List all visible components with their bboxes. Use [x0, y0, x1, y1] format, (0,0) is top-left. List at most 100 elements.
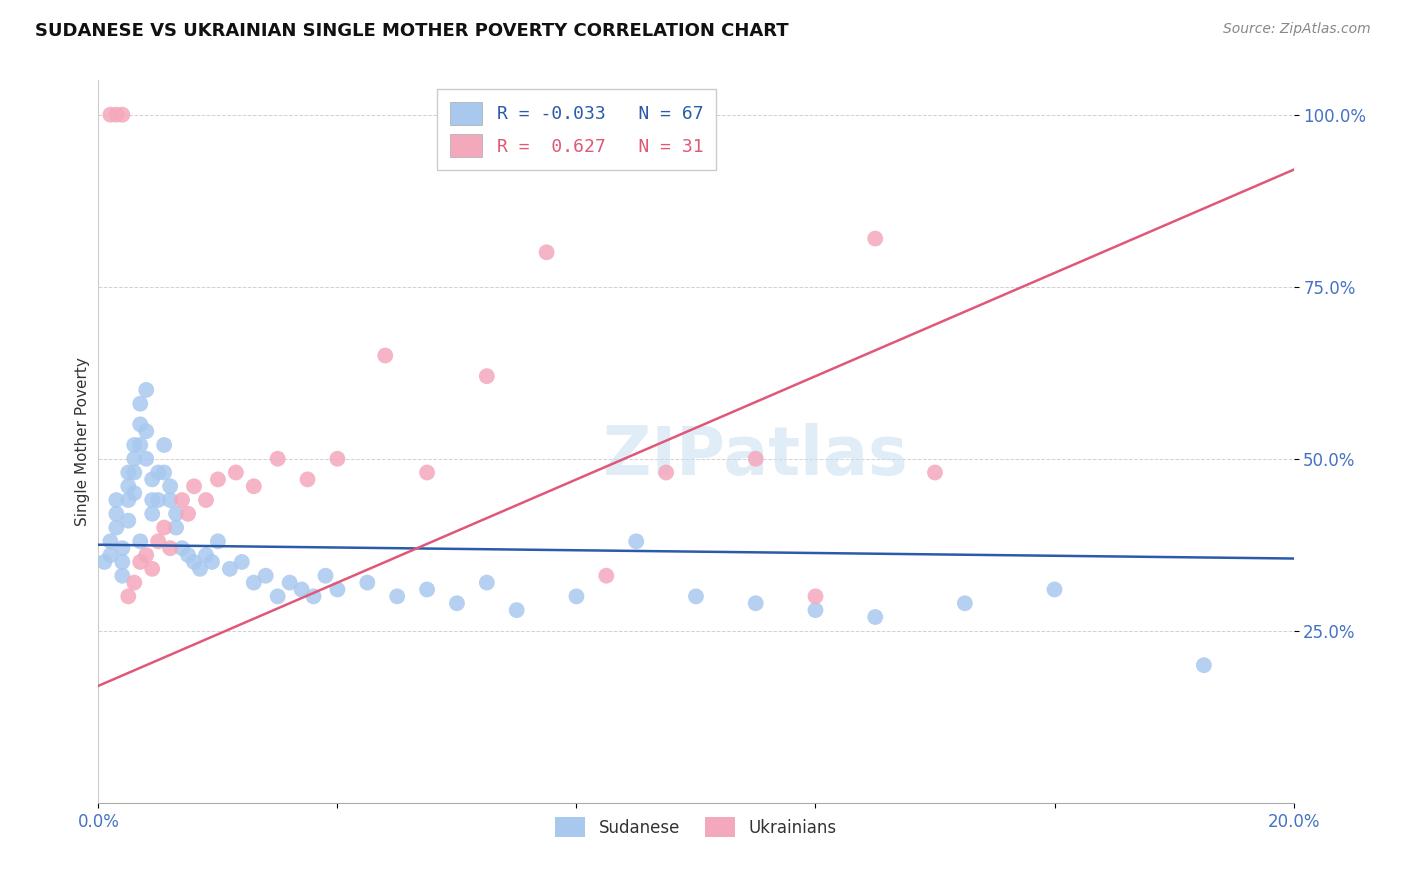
Text: ZIPatlas: ZIPatlas: [603, 423, 908, 489]
Point: [117, 479, 139, 493]
Point: [141, 493, 163, 508]
Point: [111, 568, 134, 582]
Point: [172, 493, 194, 508]
Point: [135, 383, 157, 397]
Point: [159, 493, 181, 508]
Point: [141, 562, 163, 576]
Legend: Sudanese, Ukrainians: Sudanese, Ukrainians: [547, 809, 845, 845]
Point: [98, 548, 122, 562]
Point: [374, 349, 396, 363]
Point: [416, 466, 439, 480]
Point: [506, 603, 529, 617]
Point: [135, 424, 157, 438]
Point: [626, 534, 648, 549]
Point: [243, 575, 266, 590]
Point: [153, 520, 176, 534]
Point: [148, 534, 170, 549]
Point: [278, 575, 301, 590]
Point: [267, 590, 290, 604]
Point: [105, 493, 128, 508]
Point: [159, 479, 181, 493]
Point: [159, 541, 181, 556]
Point: [201, 555, 224, 569]
Point: [254, 568, 277, 582]
Text: SUDANESE VS UKRAINIAN SINGLE MOTHER POVERTY CORRELATION CHART: SUDANESE VS UKRAINIAN SINGLE MOTHER POVE…: [35, 22, 789, 40]
Point: [685, 590, 707, 604]
Point: [924, 466, 946, 480]
Point: [172, 541, 194, 556]
Point: [953, 596, 976, 610]
Point: [135, 548, 157, 562]
Point: [195, 548, 218, 562]
Point: [177, 507, 200, 521]
Point: [297, 472, 319, 486]
Point: [207, 534, 229, 549]
Point: [188, 562, 211, 576]
Point: [231, 555, 253, 569]
Point: [385, 590, 409, 604]
Point: [219, 562, 242, 576]
Point: [475, 369, 498, 384]
Point: [195, 493, 218, 508]
Point: [111, 541, 134, 556]
Point: [129, 397, 152, 411]
Point: [111, 555, 134, 569]
Point: [129, 555, 152, 569]
Point: [141, 507, 163, 521]
Point: [865, 231, 887, 245]
Point: [745, 451, 768, 466]
Point: [177, 548, 200, 562]
Point: [105, 108, 128, 122]
Point: [243, 479, 266, 493]
Point: [183, 555, 205, 569]
Point: [446, 596, 468, 610]
Point: [291, 582, 314, 597]
Point: [225, 466, 247, 480]
Point: [98, 534, 122, 549]
Point: [655, 466, 678, 480]
Point: [153, 466, 176, 480]
Point: [135, 451, 157, 466]
Point: [326, 451, 349, 466]
Point: [141, 472, 163, 486]
Point: [117, 514, 139, 528]
Point: [98, 108, 122, 122]
Point: [124, 451, 146, 466]
Point: [565, 590, 588, 604]
Point: [536, 245, 558, 260]
Point: [124, 486, 146, 500]
Point: [165, 507, 187, 521]
Point: [207, 472, 229, 486]
Point: [804, 603, 827, 617]
Point: [267, 451, 290, 466]
Point: [165, 520, 187, 534]
Point: [148, 493, 170, 508]
Point: [416, 582, 439, 597]
Point: [804, 590, 827, 604]
Point: [302, 590, 325, 604]
Point: [129, 417, 152, 432]
Point: [153, 438, 176, 452]
Point: [129, 534, 152, 549]
Point: [111, 108, 134, 122]
Point: [326, 582, 349, 597]
Point: [1192, 658, 1215, 673]
Point: [124, 438, 146, 452]
Point: [124, 466, 146, 480]
Point: [745, 596, 768, 610]
Point: [117, 590, 139, 604]
Text: Source: ZipAtlas.com: Source: ZipAtlas.com: [1223, 22, 1371, 37]
Point: [865, 610, 887, 624]
Point: [356, 575, 378, 590]
Point: [93, 555, 115, 569]
Point: [1043, 582, 1066, 597]
Y-axis label: Single Mother Poverty: Single Mother Poverty: [75, 357, 90, 526]
Point: [183, 479, 205, 493]
Point: [117, 466, 139, 480]
Point: [475, 575, 498, 590]
Point: [124, 575, 146, 590]
Point: [105, 507, 128, 521]
Point: [129, 438, 152, 452]
Point: [595, 568, 617, 582]
Point: [315, 568, 337, 582]
